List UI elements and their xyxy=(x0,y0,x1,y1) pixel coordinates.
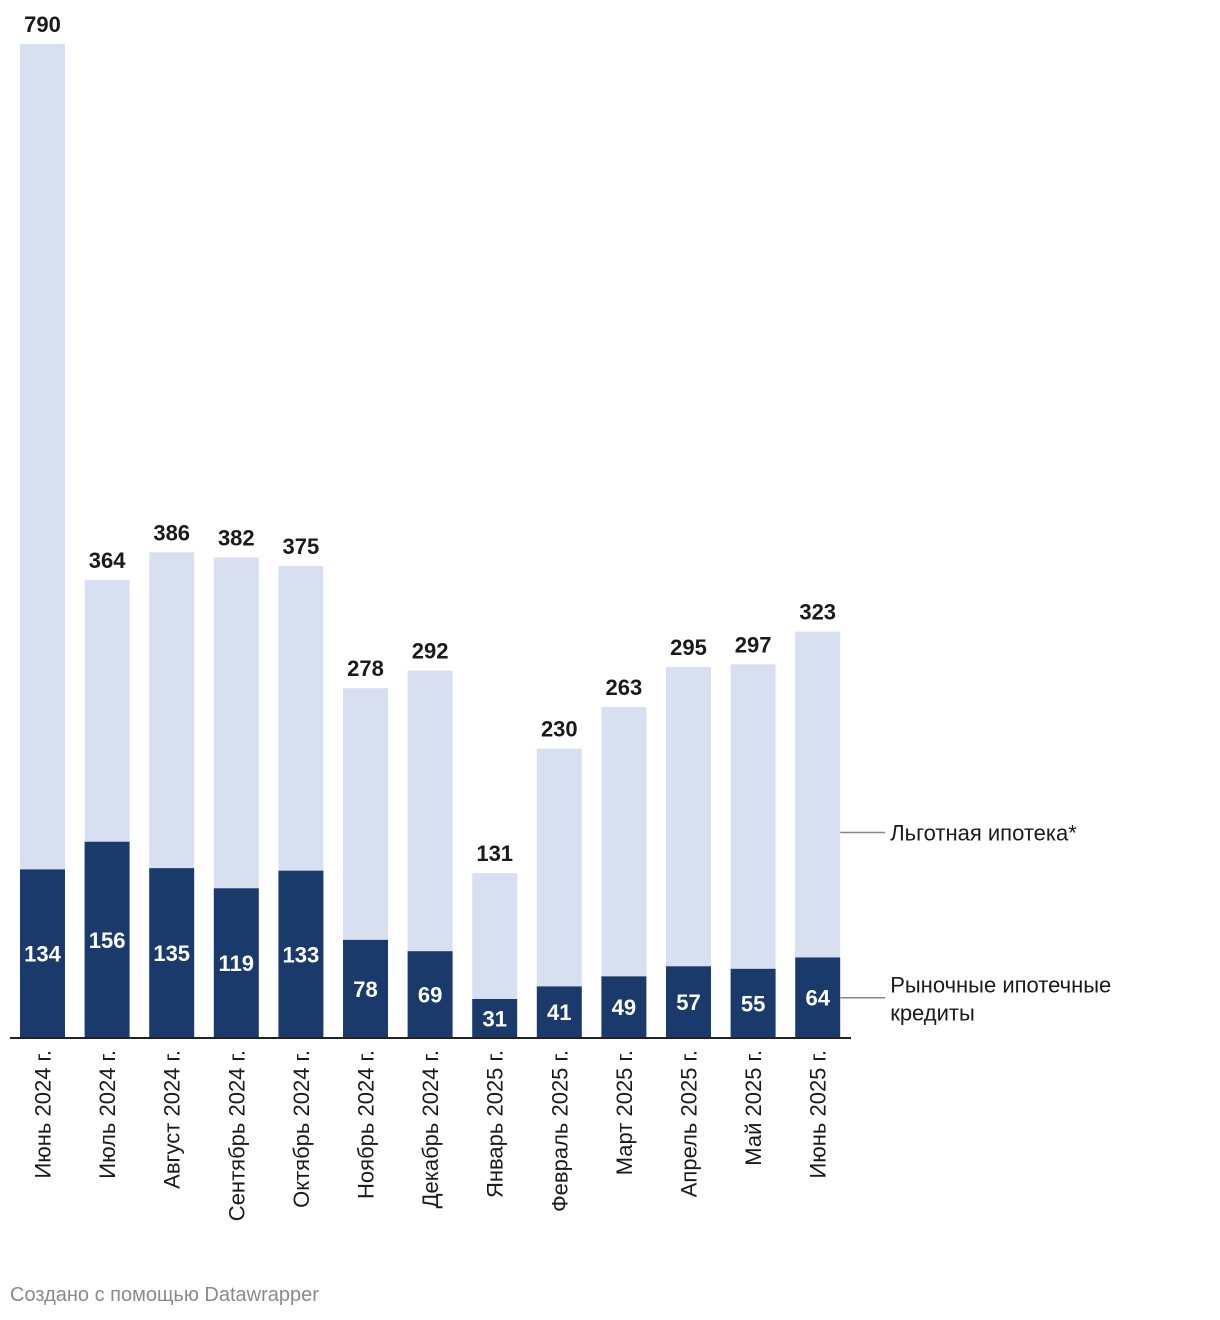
x-tick-label: Май 2025 г. xyxy=(741,1050,766,1166)
x-tick-label: Декабрь 2024 г. xyxy=(418,1050,443,1208)
x-tick-label: Январь 2025 г. xyxy=(483,1050,508,1198)
market-value-label: 31 xyxy=(482,1006,506,1031)
x-tick-label: Апрель 2025 г. xyxy=(677,1050,702,1197)
total-value-label: 323 xyxy=(799,600,836,625)
market-value-label: 78 xyxy=(353,977,377,1002)
bar-subsidized-mortgage xyxy=(472,873,518,999)
bar-subsidized-mortgage xyxy=(278,566,324,871)
bar-market-mortgage xyxy=(20,869,65,1038)
total-value-label: 297 xyxy=(735,632,772,657)
x-tick-label: Октябрь 2024 г. xyxy=(289,1050,314,1208)
bar-subsidized-mortgage xyxy=(84,580,130,842)
x-tick-label: Март 2025 г. xyxy=(612,1050,637,1175)
bar-market-mortgage xyxy=(278,870,324,1038)
x-tick-label: Ноябрь 2024 г. xyxy=(354,1050,379,1199)
bar-subsidized-mortgage xyxy=(795,631,841,958)
market-value-label: 64 xyxy=(805,986,830,1011)
total-value-label: 295 xyxy=(670,635,707,660)
bar-subsidized-mortgage xyxy=(213,557,259,889)
x-tick-label: Сентябрь 2024 г. xyxy=(224,1050,249,1221)
x-tick-label: Июнь 2025 г. xyxy=(806,1050,831,1179)
total-value-label: 292 xyxy=(412,639,449,664)
bar-market-mortgage xyxy=(472,998,518,1038)
bar-market-mortgage xyxy=(730,968,776,1038)
total-value-label: 790 xyxy=(24,12,61,37)
bar-market-mortgage xyxy=(407,951,453,1038)
legend-label-subsidized: Льготная ипотека* xyxy=(890,821,1077,846)
market-value-label: 49 xyxy=(612,995,636,1020)
bar-subsidized-mortgage xyxy=(343,688,388,940)
market-value-label: 57 xyxy=(676,990,700,1015)
bar-market-mortgage xyxy=(213,888,259,1038)
market-value-label: 55 xyxy=(741,991,765,1016)
market-value-label: 119 xyxy=(219,951,255,976)
stacked-bar-chart: 790 134 Июнь 2024 г. 364 156 Июль 2024 г. 386 1… xyxy=(10,12,1111,1221)
bar-subsidized-mortgage xyxy=(601,707,647,977)
credit-text: Создано с помощью Datawrapper xyxy=(10,1284,319,1306)
bar-market-mortgage xyxy=(795,957,841,1038)
bar-subsidized-mortgage xyxy=(730,664,776,969)
total-value-label: 230 xyxy=(541,717,578,742)
total-value-label: 364 xyxy=(89,548,126,573)
legend-label-market: кредиты xyxy=(890,1001,975,1026)
total-value-label: 278 xyxy=(347,656,384,681)
market-value-label: 156 xyxy=(89,928,126,953)
bar-market-mortgage xyxy=(536,986,582,1038)
x-tick-label: Август 2024 г. xyxy=(160,1050,185,1189)
bar-subsidized-mortgage xyxy=(666,666,711,967)
total-value-label: 131 xyxy=(476,841,513,866)
total-value-label: 375 xyxy=(283,534,320,559)
x-tick-label: Июль 2024 г. xyxy=(95,1050,120,1179)
total-value-label: 263 xyxy=(606,675,643,700)
legend-label-market: Рыночные ипотечные xyxy=(890,973,1111,998)
bar-subsidized-mortgage xyxy=(20,44,65,870)
bar-subsidized-mortgage xyxy=(149,552,195,869)
market-value-label: 135 xyxy=(153,941,190,966)
bar-market-mortgage xyxy=(601,976,647,1038)
bar-market-mortgage xyxy=(666,966,711,1038)
total-value-label: 382 xyxy=(218,525,255,550)
x-tick-label: Июнь 2024 г. xyxy=(31,1050,56,1179)
market-value-label: 133 xyxy=(283,942,320,967)
bar-subsidized-mortgage xyxy=(536,748,582,987)
bar-market-mortgage xyxy=(149,868,195,1038)
bar-market-mortgage xyxy=(84,841,130,1038)
x-tick-label: Февраль 2025 г. xyxy=(547,1050,572,1212)
market-value-label: 69 xyxy=(418,983,442,1008)
bar-market-mortgage xyxy=(343,939,388,1038)
total-value-label: 386 xyxy=(153,520,190,545)
market-value-label: 134 xyxy=(24,942,61,967)
bar-subsidized-mortgage xyxy=(407,670,453,952)
market-value-label: 41 xyxy=(547,1000,571,1025)
